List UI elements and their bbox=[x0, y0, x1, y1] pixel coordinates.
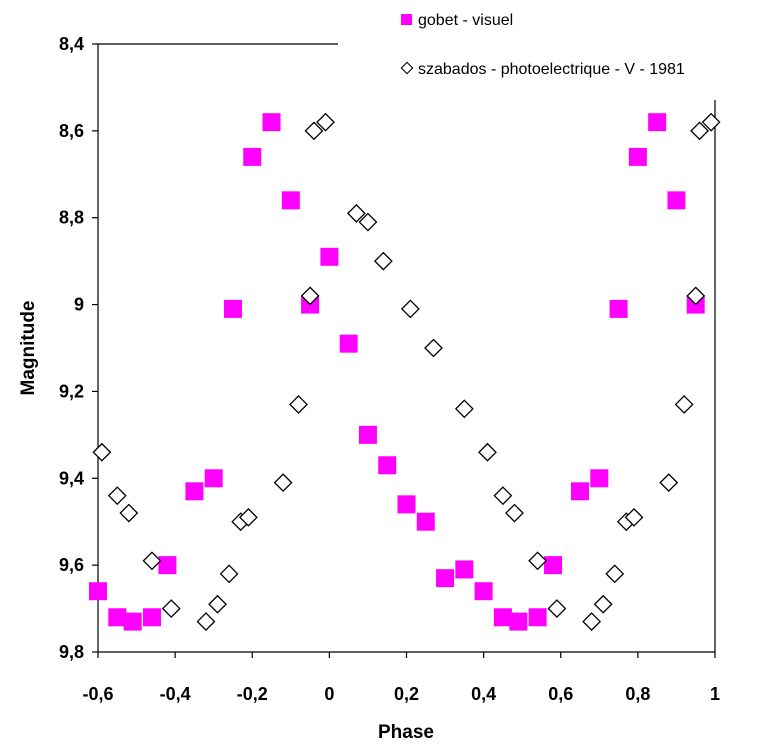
series-2 bbox=[92, 112, 721, 632]
data-point-diamond bbox=[593, 594, 613, 614]
data-point-square bbox=[204, 469, 223, 488]
data-point-square bbox=[571, 482, 590, 501]
data-point-diamond bbox=[208, 594, 227, 614]
legend-marker-square-icon bbox=[401, 14, 412, 25]
data-point-diamond bbox=[674, 395, 694, 414]
data-point-square bbox=[493, 608, 512, 627]
x-tick-label: 0 bbox=[324, 684, 334, 704]
data-point-square bbox=[544, 556, 563, 575]
legend-label-szabados: szabados - photoelectrique - V - 1981 bbox=[418, 61, 685, 78]
data-point-square bbox=[320, 247, 339, 266]
y-tick-label: 9,6 bbox=[59, 555, 84, 575]
data-point-diamond bbox=[346, 203, 366, 223]
data-point-diamond bbox=[273, 473, 293, 493]
axes bbox=[97, 43, 716, 653]
data-point-diamond bbox=[400, 299, 420, 319]
data-point-diamond bbox=[547, 599, 567, 618]
y-tick-label: 9,8 bbox=[59, 642, 84, 662]
data-point-diamond bbox=[659, 473, 679, 493]
data-point-diamond bbox=[373, 251, 393, 271]
legend-marker-diamond-icon bbox=[400, 61, 414, 75]
data-point-square bbox=[590, 469, 609, 488]
data-point-square bbox=[89, 582, 107, 601]
data-point-diamond bbox=[219, 564, 239, 584]
data-point-square bbox=[528, 608, 547, 627]
y-tick-label: 9,4 bbox=[59, 468, 84, 488]
tick-labels: -0,6 -0,4 -0,2 0 0,2 0,4 0,6 0,8 1 8,4 8,6 8,8 9 9,2 9… bbox=[59, 34, 720, 704]
x-tick-label: 1 bbox=[710, 684, 720, 704]
data-point-diamond bbox=[624, 507, 644, 527]
data-point-square bbox=[397, 495, 416, 514]
data-point-diamond bbox=[304, 121, 324, 141]
x-axis-title: Phase bbox=[378, 722, 434, 743]
x-tick-label: -0,2 bbox=[237, 684, 268, 704]
data-point-diamond bbox=[161, 599, 181, 618]
y-tick-label: 8,6 bbox=[59, 121, 84, 141]
data-point-diamond bbox=[454, 399, 474, 419]
data-point-square bbox=[667, 191, 686, 210]
data-point-diamond bbox=[238, 507, 258, 527]
y-axis-title: Magnitude bbox=[18, 301, 39, 396]
data-point-square bbox=[108, 608, 127, 627]
data-point-square bbox=[262, 113, 281, 132]
data-point-diamond bbox=[107, 486, 127, 506]
x-tick-label: -0,4 bbox=[160, 684, 191, 704]
x-tick-label: 0,8 bbox=[625, 684, 650, 704]
data-point-square bbox=[243, 147, 262, 166]
data-point-diamond bbox=[582, 612, 602, 632]
data-point-diamond bbox=[493, 486, 513, 506]
x-tick-label: 0,2 bbox=[394, 684, 419, 704]
data-point-diamond bbox=[92, 442, 112, 462]
data-point-square bbox=[609, 299, 628, 318]
data-point-square bbox=[223, 299, 242, 318]
data-point-diamond bbox=[478, 442, 497, 462]
data-point-diamond bbox=[505, 503, 524, 523]
x-tick-label: 0,6 bbox=[548, 684, 573, 704]
y-tick-label: 8,8 bbox=[59, 208, 84, 228]
data-point-diamond bbox=[119, 503, 139, 523]
y-tick-label: 9 bbox=[74, 295, 84, 315]
series-layer bbox=[89, 112, 721, 632]
data-point-diamond bbox=[701, 112, 721, 132]
data-point-square bbox=[123, 612, 142, 631]
data-point-square bbox=[378, 456, 397, 475]
data-point-diamond bbox=[686, 286, 706, 306]
data-point-diamond bbox=[300, 286, 320, 306]
legend-label-gobet: gobet - visuel bbox=[418, 12, 513, 29]
data-point-square bbox=[358, 425, 377, 444]
data-point-square bbox=[158, 556, 177, 575]
ticks bbox=[92, 43, 716, 658]
data-point-diamond bbox=[690, 121, 709, 141]
y-tick-label: 8,4 bbox=[59, 34, 84, 54]
data-point-diamond bbox=[289, 395, 308, 414]
data-point-diamond bbox=[424, 338, 443, 358]
y-tick-label: 9,2 bbox=[59, 381, 84, 401]
legend: gobet - visuel szabados - photoelectriqu… bbox=[400, 12, 685, 78]
data-point-square bbox=[185, 482, 204, 501]
data-point-square bbox=[339, 334, 358, 353]
data-point-diamond bbox=[316, 112, 335, 132]
data-point-square bbox=[416, 512, 435, 531]
x-tick-label: -0,6 bbox=[82, 684, 113, 704]
series-1 bbox=[89, 113, 705, 631]
data-point-square bbox=[142, 608, 161, 627]
x-tick-label: 0,4 bbox=[471, 684, 496, 704]
data-point-square bbox=[648, 113, 667, 132]
data-point-diamond bbox=[142, 551, 162, 571]
data-point-square bbox=[628, 147, 647, 166]
data-point-square bbox=[509, 612, 528, 631]
data-point-square bbox=[281, 191, 300, 210]
data-point-square bbox=[455, 560, 474, 579]
data-point-diamond bbox=[605, 564, 625, 584]
data-point-square bbox=[474, 582, 493, 601]
data-point-diamond bbox=[358, 212, 378, 232]
data-point-square bbox=[436, 569, 455, 588]
data-point-diamond bbox=[528, 551, 548, 571]
data-point-diamond bbox=[196, 612, 216, 632]
